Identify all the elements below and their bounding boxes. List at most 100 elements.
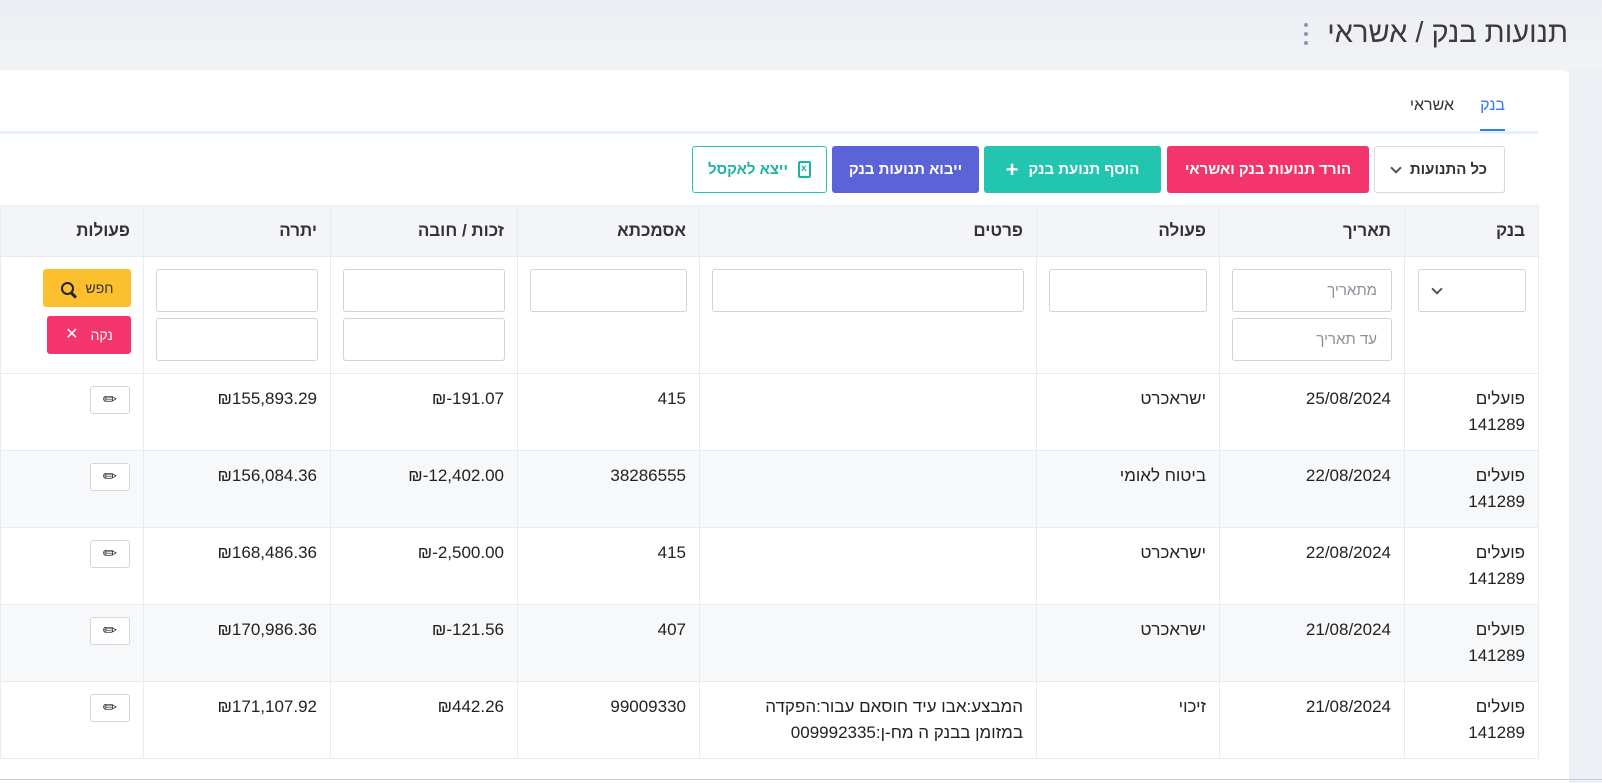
download-transactions-label: הורד תנועות בנק ואשראי [1184,161,1352,178]
pencil-icon: ✏ [102,390,118,409]
edit-button[interactable]: ✏ [90,463,130,491]
pencil-icon: ✏ [102,467,118,486]
cell-operations: ✏ [0,681,144,759]
cell-date: 25/08/2024 [1219,373,1405,451]
account-number: 141289 [1468,415,1525,434]
filter-dropdown-button[interactable]: כל התנועות [1374,146,1505,193]
pencil-icon: ✏ [102,544,118,563]
header-reference[interactable]: אסמכתא [517,205,700,257]
page-header: תנועות בנק / אשראי [0,0,1602,70]
filter-row: חפש נקה ✕ [0,256,1539,374]
edit-button[interactable]: ✏ [90,694,130,722]
balance-from-input[interactable] [156,269,318,312]
cell-details [699,373,1037,451]
cell-action: זיכוי [1036,681,1220,759]
edit-button[interactable]: ✏ [90,617,130,645]
header-details[interactable]: פרטים [699,205,1037,257]
table-header-row: בנק תאריך פעולה פרטים אסמכתא זכות / חובה… [0,205,1539,257]
bank-name: פועלים [1475,466,1525,485]
cell-date: 21/08/2024 [1219,681,1405,759]
import-bank-transactions-button[interactable]: ייבוא תנועות בנק [832,146,979,193]
plus-icon: + [1005,156,1019,182]
header-operations: פעולות [0,205,144,257]
export-excel-button[interactable]: ייצא לאקסל [692,146,827,193]
filter-cell-operations: חפש נקה ✕ [0,256,144,374]
bank-name: פועלים [1475,697,1525,716]
cell-operations: ✏ [0,527,144,605]
search-button-label: חפש [85,280,114,296]
date-to-input[interactable] [1232,318,1392,361]
cell-details: המבצע:אבו עיד חוסאם עבור:הפקדה במזומן בב… [699,681,1037,759]
close-icon: ✕ [65,326,79,343]
header-amount[interactable]: זכות / חובה [330,205,518,257]
table-row: פועלים 141289 25/08/2024 ישראכרט 415 ₪-19… [0,373,1539,451]
cell-date: 22/08/2024 [1219,450,1405,528]
bank-name: פועלים [1475,543,1525,562]
cell-bank: פועלים 141289 [1404,527,1539,605]
download-transactions-button[interactable]: הורד תנועות בנק ואשראי [1167,146,1369,193]
add-bank-transaction-label: הוסף תנועת בנק [1028,161,1140,178]
bank-name: פועלים [1475,389,1525,408]
page-title: תנועות בנק / אשראי [1327,17,1568,49]
cell-operations: ✏ [0,450,144,528]
transactions-table: בנק תאריך פעולה פרטים אסמכתא זכות / חובה… [0,205,1539,759]
details-filter-input[interactable] [712,269,1024,312]
reference-filter-input[interactable] [530,269,687,312]
cell-date: 22/08/2024 [1219,527,1405,605]
cell-action: ישראכרט [1036,604,1220,682]
account-number: 141289 [1468,723,1525,742]
cell-reference: 38286555 [517,450,700,528]
bottom-divider [0,779,1602,780]
pencil-icon: ✏ [102,621,118,640]
cell-balance: ₪170,986.36 [143,604,331,682]
import-bank-transactions-label: ייבוא תנועות בנק [848,161,963,178]
cell-date: 21/08/2024 [1219,604,1405,682]
edit-button[interactable]: ✏ [90,386,130,414]
cell-bank: פועלים 141289 [1404,681,1539,759]
action-filter-input[interactable] [1049,269,1207,312]
account-number: 141289 [1468,646,1525,665]
tabs-divider [0,131,1538,134]
cell-bank: פועלים 141289 [1404,604,1539,682]
amount-from-input[interactable] [343,269,505,312]
search-button[interactable]: חפש [43,269,131,307]
tab-credit[interactable]: אשראי [1409,97,1454,114]
date-from-input[interactable] [1232,269,1392,312]
header-action[interactable]: פעולה [1036,205,1220,257]
filter-dropdown-label: כל התנועות [1409,161,1488,178]
main-card: בנק אשראי כל התנועות הורד תנועות בנק ואש… [0,70,1569,783]
filter-cell-date [1219,256,1405,374]
bank-name: פועלים [1475,620,1525,639]
filter-cell-details [699,256,1037,374]
cell-operations: ✏ [0,604,144,682]
filter-cell-balance [143,256,331,374]
header-bank[interactable]: בנק [1404,205,1539,257]
clear-button[interactable]: נקה ✕ [47,316,131,354]
cell-amount: ₪-121.56 [330,604,518,682]
amount-to-input[interactable] [343,318,505,361]
cell-action: ישראכרט [1036,527,1220,605]
cell-amount: ₪-191.07 [330,373,518,451]
filter-cell-action [1036,256,1220,374]
cell-details [699,527,1037,605]
filter-cell-amount [330,256,518,374]
cell-reference: 415 [517,373,700,451]
vertical-dots-icon[interactable] [1302,23,1310,45]
edit-button[interactable]: ✏ [90,540,130,568]
header-balance[interactable]: יתרה [143,205,331,257]
cell-operations: ✏ [0,373,144,451]
bank-filter-select[interactable] [1418,269,1526,312]
balance-to-input[interactable] [156,318,318,361]
cell-bank: פועלים 141289 [1404,450,1539,528]
header-date[interactable]: תאריך [1219,205,1405,257]
pencil-icon: ✏ [102,698,118,717]
tab-bank[interactable]: בנק [1480,97,1505,132]
cell-balance: ₪168,486.36 [143,527,331,605]
cell-reference: 415 [517,527,700,605]
cell-details [699,604,1037,682]
table-row: פועלים 141289 21/08/2024 זיכוי המבצע:אבו … [0,681,1539,759]
clear-button-label: נקה [90,327,113,343]
chevron-down-icon [1431,283,1443,295]
add-bank-transaction-button[interactable]: הוסף תנועת בנק + [984,146,1161,193]
cell-action: ביטוח לאומי [1036,450,1220,528]
